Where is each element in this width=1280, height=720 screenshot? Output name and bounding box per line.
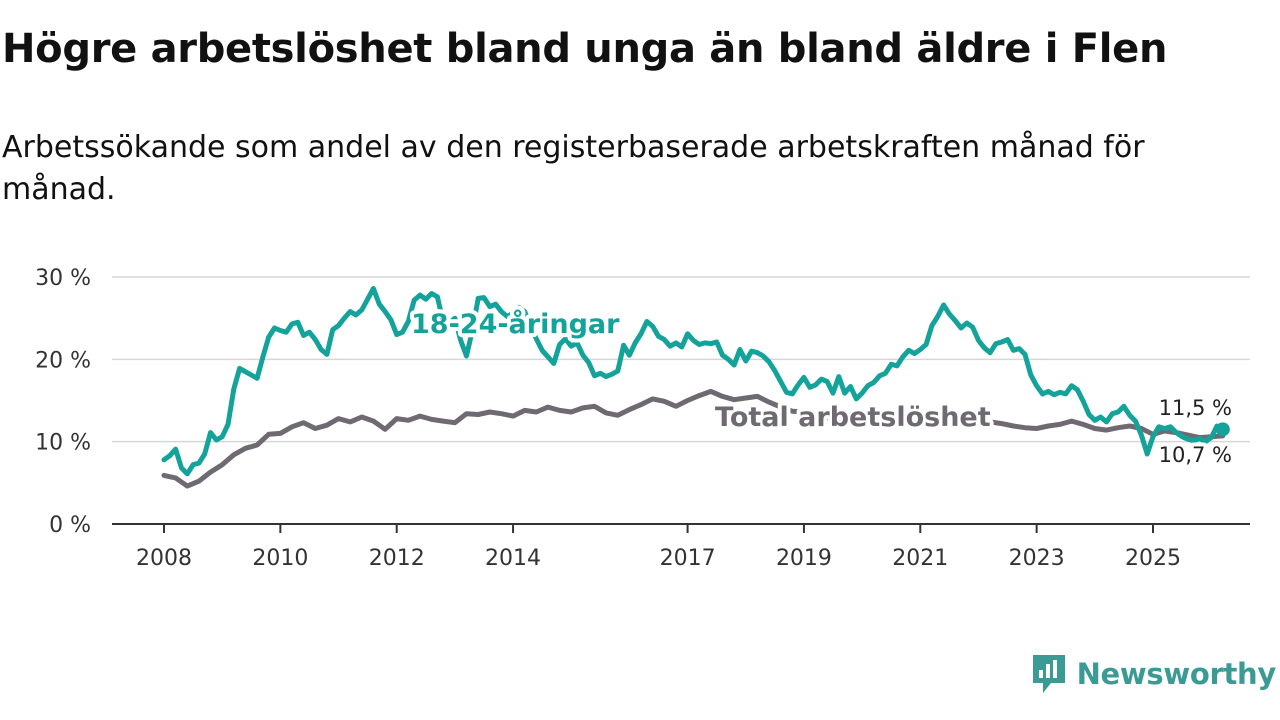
y-tick-label: 20 % bbox=[35, 348, 91, 373]
series-lines bbox=[161, 286, 1230, 489]
series-line-youth bbox=[161, 286, 1226, 477]
x-tick-label: 2008 bbox=[136, 546, 192, 571]
x-axis: 2008 2010 2012 2014 2017 2019 2021 2023 2025 bbox=[112, 523, 1250, 571]
x-tick-label: 2017 bbox=[660, 546, 716, 571]
y-tick-label: 10 % bbox=[35, 431, 91, 456]
newsworthy-logo-icon bbox=[1032, 655, 1065, 693]
series-labels: 18-24-åringar Total arbetslöshet 11,5 % 10,… bbox=[407, 304, 1236, 471]
chart-subtitle: Arbetssökande som andel av den registerb… bbox=[2, 130, 1145, 207]
gridlines bbox=[112, 276, 1250, 443]
x-tick-label: 2010 bbox=[252, 546, 308, 571]
series-label-total: Total arbetslöshet bbox=[715, 402, 991, 433]
x-tick-label: 2021 bbox=[892, 546, 948, 571]
y-tick-label: 0 % bbox=[49, 513, 91, 538]
series-label-youth: 18-24-åringar bbox=[411, 308, 620, 340]
line-chart: 0 % 10 % 20 % 30 % 2008 2010 2012 2014 2017 2019… bbox=[35, 266, 1250, 571]
series-line-total bbox=[161, 388, 1226, 489]
end-value-youth: 11,5 % bbox=[1159, 396, 1232, 420]
x-tick-label: 2014 bbox=[485, 546, 541, 571]
brand-logo: Newsworthy bbox=[1031, 652, 1276, 696]
x-tick-label: 2019 bbox=[776, 546, 832, 571]
y-tick-label: 30 % bbox=[35, 266, 91, 291]
x-tick-label: 2023 bbox=[1009, 546, 1065, 571]
chart-title: Högre arbetslöshet bland unga än bland ä… bbox=[2, 26, 1168, 72]
end-value-total: 10,7 % bbox=[1159, 443, 1232, 467]
youth-end-marker bbox=[1215, 422, 1230, 437]
y-axis-ticks: 0 % 10 % 20 % 30 % bbox=[35, 266, 91, 538]
x-tick-label: 2012 bbox=[369, 546, 425, 571]
x-tick-label: 2025 bbox=[1125, 546, 1181, 571]
brand-name: Newsworthy bbox=[1076, 657, 1277, 691]
